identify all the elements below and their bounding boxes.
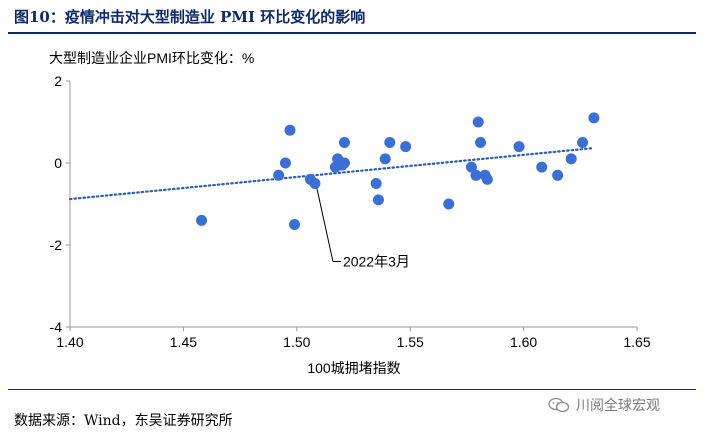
title-rule: [8, 32, 696, 34]
y-axis-title: 大型制造业企业PMI环比变化：%: [49, 50, 254, 66]
scatter-point: [513, 141, 525, 153]
scatter-point: [370, 178, 382, 189]
scatter-point: [465, 161, 477, 173]
annotation-label: 2022年3月: [343, 254, 410, 270]
x-tick-label: 1.50: [283, 334, 310, 350]
y-tick-label: -4: [50, 319, 63, 335]
annotation-leader: [316, 188, 334, 262]
x-tick-label: 1.60: [510, 334, 537, 350]
scatter-point: [338, 137, 350, 148]
scatter-point: [552, 169, 564, 181]
scatter-point: [338, 157, 350, 169]
figure-title: 图10：疫情冲击对大型制造业 PMI 环比变化的影响: [14, 8, 366, 26]
scatter-point: [289, 219, 301, 230]
scatter-point: [472, 116, 484, 128]
scatter-point: [481, 173, 493, 185]
y-tick-label: 0: [54, 155, 62, 171]
scatter-point: [196, 214, 208, 226]
scatter-point: [470, 169, 482, 181]
scatter-point: [475, 137, 487, 148]
x-tick-label: 1.45: [170, 334, 197, 350]
watermark: 川阅全球宏观: [548, 395, 660, 415]
x-axis-title: 100城拥堵指数: [307, 360, 400, 376]
scatter-point: [565, 153, 577, 165]
x-tick-label: 1.40: [56, 334, 83, 350]
scatter-point: [309, 178, 321, 189]
scatter-point: [577, 137, 589, 148]
y-tick-label: 2: [54, 73, 62, 89]
x-tick-label: 1.65: [623, 334, 650, 350]
scatter-point: [384, 137, 396, 148]
scatter-point: [284, 124, 296, 136]
source-note: 数据来源：Wind，东吴证券研究所: [14, 413, 233, 429]
wechat-icon: [548, 397, 570, 413]
scatter-point: [443, 198, 455, 210]
scatter-point: [273, 169, 285, 181]
trendline: [68, 147, 593, 201]
scatter-point: [279, 157, 291, 169]
footer-rule: [8, 389, 696, 390]
scatter-point: [588, 112, 600, 124]
scatter-point: [379, 153, 391, 165]
scatter-point: [372, 194, 384, 206]
y-tick-label: -2: [50, 237, 63, 253]
x-tick-label: 1.55: [397, 334, 424, 350]
watermark-text: 川阅全球宏观: [576, 398, 660, 414]
scatter-point: [400, 141, 412, 153]
scatter-point: [536, 161, 548, 173]
